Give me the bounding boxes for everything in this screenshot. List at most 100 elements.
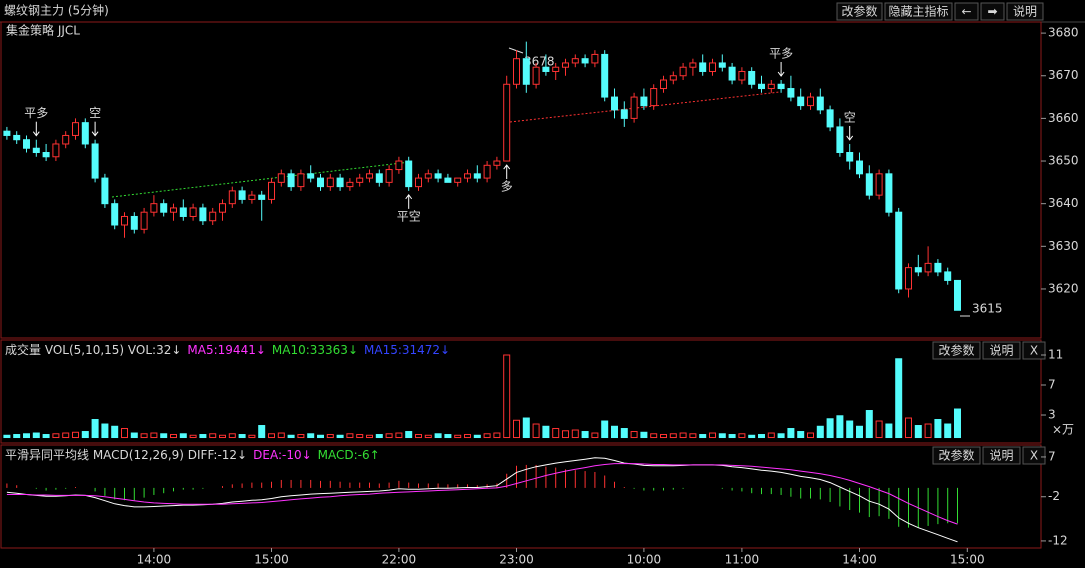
candle-body	[366, 173, 373, 179]
volume-bar	[454, 434, 462, 439]
volume-bar	[630, 431, 638, 439]
volume-bar	[121, 428, 128, 439]
volume-bar	[914, 425, 922, 439]
candle-body	[650, 88, 658, 107]
candle-body	[914, 267, 922, 273]
candle-body	[297, 173, 305, 188]
candle-body	[483, 164, 491, 179]
candle-body	[562, 62, 569, 68]
button-box	[1022, 341, 1046, 360]
legend-entry: DEA:-10↓	[253, 448, 312, 462]
candle-body	[571, 58, 579, 64]
candle-body	[415, 177, 422, 188]
macd-legend: 平滑异同平均线 MACD(12,26,9) DIFF:-12↓ DEA:-10↓ M…	[5, 448, 380, 462]
volume-legend: 成交量 VOL(5,10,15) VOL:32↓ MA5:19441↓ MA10:3…	[5, 342, 450, 357]
candle-body	[375, 173, 383, 183]
volume-bar	[503, 354, 511, 439]
volume-bar	[758, 434, 765, 439]
candle-body	[72, 122, 79, 136]
volume-bar	[179, 433, 187, 439]
signal-label: 平多	[769, 47, 793, 61]
button[interactable]: 改参数	[836, 2, 883, 21]
volume-bar	[395, 432, 403, 439]
button[interactable]: 说明	[982, 341, 1021, 360]
button-label: X	[1030, 344, 1038, 358]
volume-bar	[620, 428, 628, 439]
volume-title: 成交量 VOL(5,10,15) VOL:32↓	[5, 342, 181, 357]
candle-body	[620, 109, 628, 119]
button-box	[1022, 446, 1046, 465]
volume-bar	[493, 432, 501, 439]
y-tick-label: 3650	[1048, 154, 1079, 168]
indicator-title: 集金策略 JJCL	[6, 23, 80, 38]
volume-bar	[13, 434, 21, 439]
signal-label: 平空	[397, 209, 421, 223]
button-box	[1006, 2, 1044, 21]
candle-body	[473, 173, 481, 179]
candle-body	[150, 203, 158, 213]
candle-body	[748, 70, 756, 85]
y-tick-label: 7	[1048, 378, 1056, 392]
volume-bar	[219, 434, 226, 439]
volume-bar	[424, 434, 432, 439]
candle-body	[689, 62, 697, 68]
button[interactable]: 改参数	[932, 341, 981, 360]
button[interactable]: ←	[954, 2, 979, 21]
button[interactable]: 隐藏主指标	[884, 2, 953, 21]
button[interactable]: ➡	[980, 2, 1005, 21]
button[interactable]: 改参数	[932, 446, 981, 465]
volume-bar	[405, 431, 413, 439]
candle-body	[307, 173, 315, 179]
button-box	[954, 2, 979, 21]
volume-bar	[150, 432, 158, 439]
candle-body	[640, 96, 648, 107]
volume-bar	[23, 433, 30, 439]
volume-bar	[611, 425, 618, 439]
signal-label: 空	[89, 106, 101, 120]
y-tick-label: 3680	[1048, 26, 1079, 40]
candle-body	[52, 143, 60, 158]
volume-bar	[856, 425, 863, 439]
volume-bar	[91, 419, 99, 439]
candle-body	[258, 194, 266, 200]
macd-line	[6, 457, 958, 543]
candle-body	[513, 58, 520, 85]
candle-body	[591, 53, 599, 64]
candle-body	[522, 58, 530, 85]
button[interactable]: X	[1022, 341, 1046, 360]
legend-entry: MA10:33363↓	[272, 343, 358, 357]
volume-bar	[473, 434, 481, 439]
button[interactable]: X	[1022, 446, 1046, 465]
volume-bar	[3, 434, 11, 439]
button-label: 说明	[989, 448, 1013, 463]
button-label: 改参数	[841, 4, 877, 19]
candle-body	[669, 75, 677, 81]
candle-body	[758, 83, 765, 90]
candle-body	[111, 203, 119, 226]
candle-body	[336, 177, 344, 188]
volume-bar	[81, 431, 89, 439]
candle-body	[130, 215, 138, 230]
volume-bar	[924, 423, 932, 439]
candle-body	[326, 177, 334, 188]
candle-body	[875, 173, 883, 196]
x-tick-label: 10:00	[627, 553, 662, 567]
trend-line	[509, 91, 781, 123]
volume-bar	[669, 433, 677, 439]
candle-body	[679, 66, 687, 77]
candle-body	[277, 173, 285, 183]
candle-body	[121, 215, 128, 226]
candle-body	[268, 181, 275, 200]
volume-bar	[111, 425, 119, 439]
candle-body	[346, 181, 354, 188]
signal-arrow-head	[405, 194, 413, 200]
candle-body	[219, 203, 226, 213]
volume-bar	[581, 431, 589, 439]
candle-body	[493, 160, 501, 166]
candle-body	[13, 134, 21, 141]
volume-bar	[728, 434, 736, 439]
volume-bar	[954, 408, 961, 439]
button[interactable]: 说明	[1006, 2, 1044, 21]
volume-panel-frame	[0, 339, 1042, 444]
button[interactable]: 说明	[982, 446, 1021, 465]
